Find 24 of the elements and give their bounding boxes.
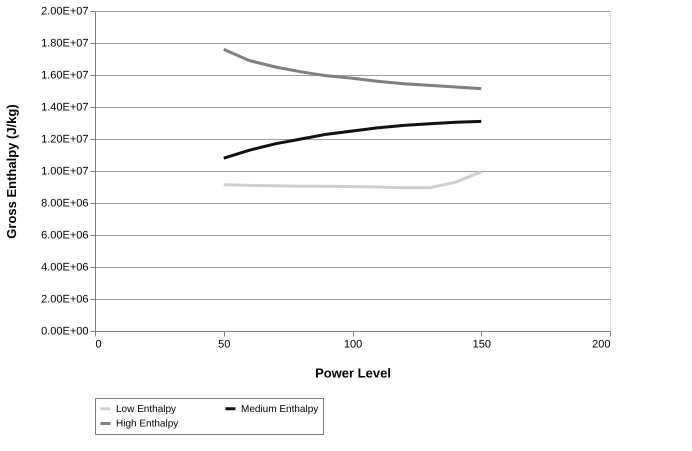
y-tick-label: 6.00E+06 <box>41 230 88 242</box>
legend-label: High Enthalpy <box>116 418 178 430</box>
x-tick-label: 200 <box>592 338 610 350</box>
legend-label: Medium Enthalpy <box>241 404 318 415</box>
y-tick-label: 8.00E+06 <box>41 198 88 210</box>
y-tick-label: 1.20E+07 <box>41 134 88 146</box>
y-tick-label: 2.00E+07 <box>41 6 88 18</box>
y-tick-label: 1.80E+07 <box>41 38 88 50</box>
x-tick-label: 50 <box>218 338 230 350</box>
line-series <box>222 48 483 90</box>
x-tick-label: 0 <box>96 338 102 350</box>
legend-label: Low Enthalpy <box>116 404 176 415</box>
x-tick-label: 150 <box>472 338 491 350</box>
y-tick-label: 0.00E+00 <box>41 326 88 338</box>
x-axis-title: Power Level <box>315 366 391 380</box>
x-tick-label: 100 <box>344 338 362 350</box>
y-axis-title: Gross Enthalpy (J/kg) <box>4 104 20 239</box>
line-series <box>222 120 483 160</box>
y-tick-label: 1.00E+07 <box>41 166 88 178</box>
line-series <box>222 170 483 190</box>
y-tick-label: 2.00E+06 <box>41 294 88 306</box>
y-tick-label: 4.00E+06 <box>41 262 88 274</box>
y-tick-label: 1.60E+07 <box>41 70 88 82</box>
y-tick-label: 1.40E+07 <box>41 102 88 114</box>
